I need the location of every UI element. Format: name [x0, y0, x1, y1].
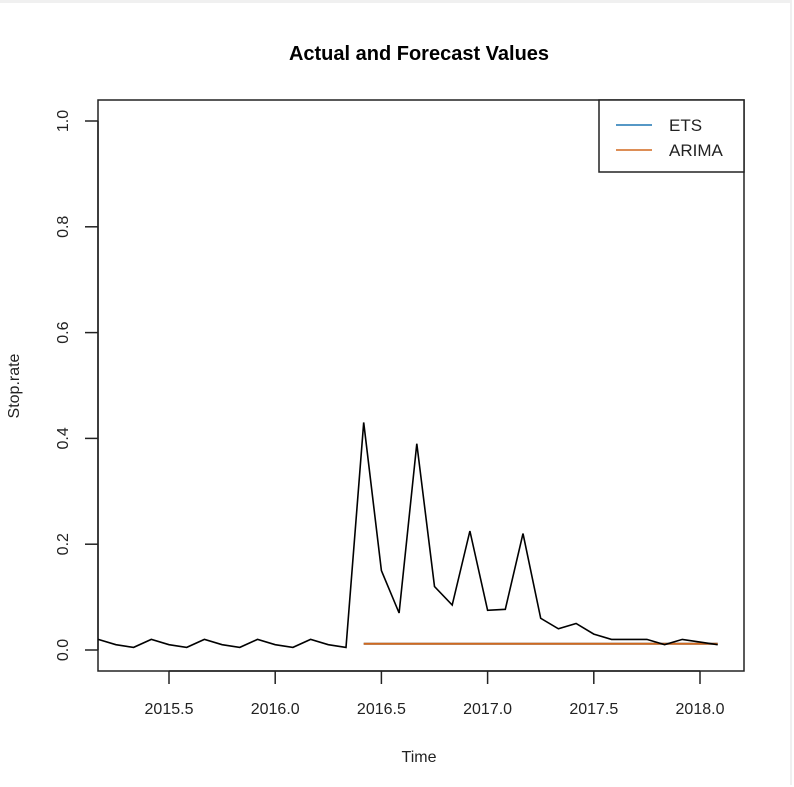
y-tick-label: 0.6 [55, 321, 72, 343]
x-tick-label: 2018.0 [676, 701, 725, 718]
y-tick-label: 1.0 [55, 110, 72, 132]
x-tick-label: 2017.0 [463, 701, 512, 718]
x-tick-label: 2016.0 [251, 701, 300, 718]
y-tick-label: 0.0 [55, 639, 72, 661]
x-tick-label: 2017.5 [569, 701, 618, 718]
legend: ETS ARIMA [598, 99, 745, 173]
x-tick-label: 2015.5 [145, 701, 194, 718]
chart-title: Actual and Forecast Values [289, 43, 549, 65]
x-axis-label: Time [402, 749, 437, 766]
y-tick-label: 0.8 [55, 216, 72, 238]
series-layer [97, 422, 718, 649]
x-tick-label: 2016.5 [357, 701, 406, 718]
y-tick-label: 0.4 [55, 427, 72, 449]
y-axis: 0.0 0.2 0.4 0.6 0.8 1.0 [55, 110, 99, 661]
y-axis-label: Stop.rate [6, 353, 23, 418]
legend-label-arima: ARIMA [669, 141, 724, 160]
legend-label-ets: ETS [669, 116, 702, 135]
plot-box [97, 99, 745, 672]
legend-box [598, 99, 745, 173]
x-axis: 2015.5 2016.0 2016.5 2017.0 2017.5 2018.0 [145, 670, 725, 718]
series-line-actual [97, 422, 718, 649]
y-tick-label: 0.2 [55, 533, 72, 555]
